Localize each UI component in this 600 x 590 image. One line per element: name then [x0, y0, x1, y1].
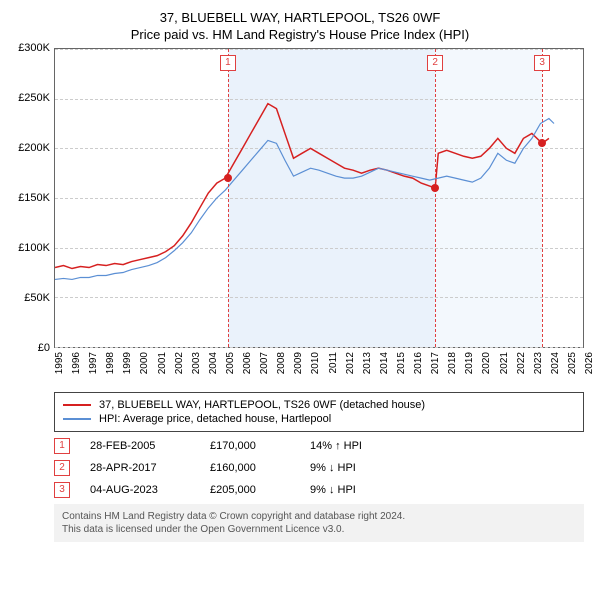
y-tick-label: £250K: [18, 92, 50, 104]
event-marker: 3: [534, 55, 550, 71]
data-point-dot: [538, 139, 546, 147]
x-tick-label: 1997: [88, 352, 99, 374]
x-tick-label: 2001: [157, 352, 168, 374]
y-tick-label: £300K: [18, 42, 50, 54]
event-date: 28-FEB-2005: [90, 440, 190, 452]
footer-line-2: This data is licensed under the Open Gov…: [62, 523, 576, 536]
y-axis-labels: £0£50K£100K£150K£200K£250K£300K: [10, 48, 52, 348]
gridline: [55, 347, 583, 348]
series-property: [55, 104, 549, 269]
x-tick-label: 2008: [276, 352, 287, 374]
y-tick-label: £150K: [18, 192, 50, 204]
plot-area: 1 2 3: [54, 48, 584, 348]
event-row: 3 04-AUG-2023 £205,000 9% ↓ HPI: [54, 482, 584, 498]
x-tick-label: 2015: [396, 352, 407, 374]
x-tick-label: 2000: [139, 352, 150, 374]
x-tick-label: 2023: [533, 352, 544, 374]
event-delta: 9% ↓ HPI: [310, 462, 400, 474]
x-tick-label: 2024: [550, 352, 561, 374]
event-row: 1 28-FEB-2005 £170,000 14% ↑ HPI: [54, 438, 584, 454]
chart-title-address: 37, BLUEBELL WAY, HARTLEPOOL, TS26 0WF: [10, 10, 590, 25]
x-tick-label: 2005: [225, 352, 236, 374]
y-tick-label: £0: [38, 342, 50, 354]
legend-swatch: [63, 418, 91, 420]
x-tick-label: 2022: [516, 352, 527, 374]
x-tick-label: 2007: [259, 352, 270, 374]
event-number-box: 3: [54, 482, 70, 498]
event-number-box: 2: [54, 460, 70, 476]
event-marker: 2: [427, 55, 443, 71]
x-tick-label: 1995: [54, 352, 65, 374]
event-row: 2 28-APR-2017 £160,000 9% ↓ HPI: [54, 460, 584, 476]
chart-title-subtitle: Price paid vs. HM Land Registry's House …: [10, 27, 590, 42]
legend-item: HPI: Average price, detached house, Hart…: [63, 413, 575, 425]
x-tick-label: 2019: [464, 352, 475, 374]
event-delta: 9% ↓ HPI: [310, 484, 400, 496]
x-tick-label: 2020: [481, 352, 492, 374]
x-tick-label: 2011: [328, 352, 339, 374]
x-tick-label: 2021: [499, 352, 510, 374]
data-point-dot: [224, 174, 232, 182]
x-tick-label: 2013: [362, 352, 373, 374]
x-tick-label: 2025: [567, 352, 578, 374]
x-tick-label: 2010: [310, 352, 321, 374]
y-tick-label: £100K: [18, 242, 50, 254]
event-line: [435, 49, 436, 347]
x-tick-label: 2009: [293, 352, 304, 374]
x-tick-label: 2012: [345, 352, 356, 374]
x-tick-label: 2026: [584, 352, 595, 374]
event-price: £170,000: [210, 440, 290, 452]
y-tick-label: £50K: [24, 292, 50, 304]
event-line: [228, 49, 229, 347]
event-price: £205,000: [210, 484, 290, 496]
legend-swatch: [63, 404, 91, 406]
x-tick-label: 2016: [413, 352, 424, 374]
event-marker: 1: [220, 55, 236, 71]
x-tick-label: 1996: [71, 352, 82, 374]
event-date: 28-APR-2017: [90, 462, 190, 474]
x-axis-labels: 1995 1996 1997 1998 1999 2000 2001 2002 2003 2004…: [54, 350, 584, 388]
event-date: 04-AUG-2023: [90, 484, 190, 496]
event-delta: 14% ↑ HPI: [310, 440, 400, 452]
data-point-dot: [431, 184, 439, 192]
line-series-svg: [55, 49, 583, 347]
footer-line-1: Contains HM Land Registry data © Crown c…: [62, 510, 576, 523]
x-tick-label: 2004: [208, 352, 219, 374]
legend-label: HPI: Average price, detached house, Hart…: [99, 413, 331, 425]
event-line: [542, 49, 543, 347]
legend-item: 37, BLUEBELL WAY, HARTLEPOOL, TS26 0WF (…: [63, 399, 575, 411]
x-tick-label: 2002: [174, 352, 185, 374]
legend-label: 37, BLUEBELL WAY, HARTLEPOOL, TS26 0WF (…: [99, 399, 425, 411]
x-tick-label: 2003: [191, 352, 202, 374]
series-hpi: [55, 119, 554, 280]
chart-area: £0£50K£100K£150K£200K£250K£300K 123 1995…: [10, 48, 590, 388]
x-tick-label: 2018: [447, 352, 458, 374]
x-tick-label: 2014: [379, 352, 390, 374]
x-tick-label: 1998: [105, 352, 116, 374]
footer-attribution: Contains HM Land Registry data © Crown c…: [54, 504, 584, 542]
x-tick-label: 2006: [242, 352, 253, 374]
legend-box: 37, BLUEBELL WAY, HARTLEPOOL, TS26 0WF (…: [54, 392, 584, 432]
event-number-box: 1: [54, 438, 70, 454]
x-tick-label: 1999: [122, 352, 133, 374]
chart-container: 37, BLUEBELL WAY, HARTLEPOOL, TS26 0WF P…: [0, 0, 600, 590]
events-list: 1 28-FEB-2005 £170,000 14% ↑ HPI 2 28-APR-201…: [54, 438, 584, 498]
event-price: £160,000: [210, 462, 290, 474]
y-tick-label: £200K: [18, 142, 50, 154]
x-tick-label: 2017: [430, 352, 441, 374]
